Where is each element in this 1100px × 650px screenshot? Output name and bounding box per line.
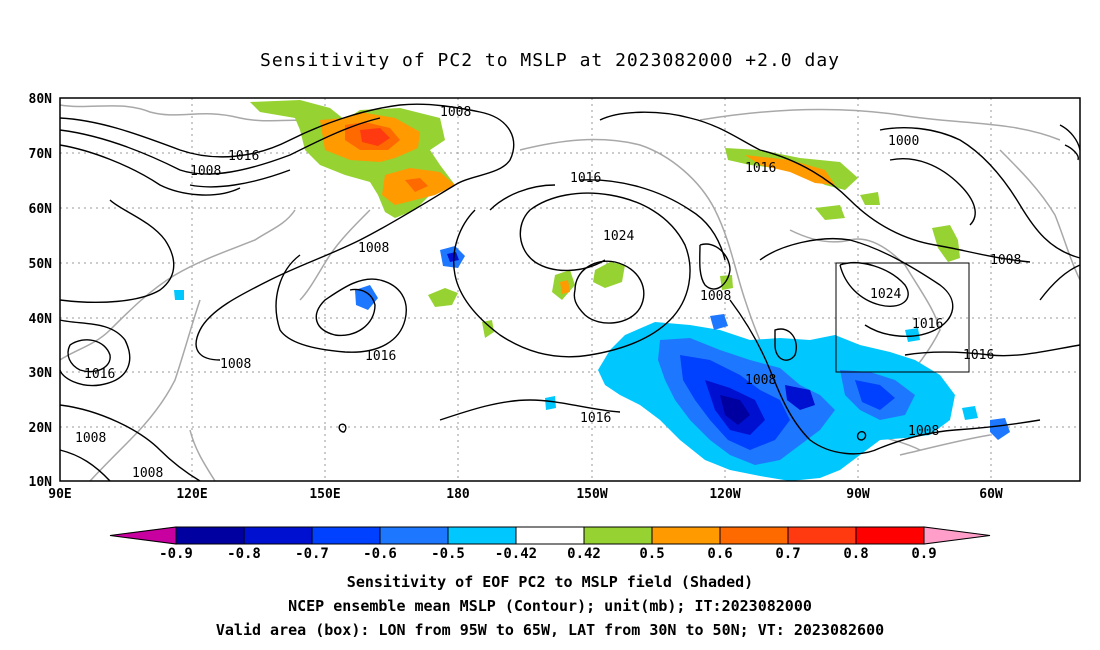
contour-label: 1024 [603, 229, 634, 244]
colorbar-under-triangle [109, 526, 177, 545]
map-title: Sensitivity of PC2 to MSLP at 2023082000… [259, 50, 840, 71]
caption-line-2: NCEP ensemble mean MSLP (Contour); unit(… [288, 597, 812, 615]
contour-label: 1008 [745, 373, 776, 388]
colorbar-swatch [583, 526, 653, 545]
colorbar-swatch [787, 526, 857, 545]
contour-label: 1008 [220, 357, 251, 372]
colorbar-swatch [515, 526, 585, 545]
colorbar-swatch [379, 526, 449, 545]
contour-label: 1008 [990, 253, 1021, 268]
lat-label: 80N [29, 92, 53, 107]
plot-frame [59, 97, 1081, 482]
negative-sensitivity [174, 246, 1010, 481]
colorbar-swatch [719, 526, 789, 545]
lon-label: 150E [309, 487, 340, 502]
coastlines [59, 104, 1081, 482]
colorbar-over-triangle [923, 526, 991, 545]
colorbar-tick-label: 0.6 [707, 546, 732, 562]
colorbar-swatch [447, 526, 517, 545]
colorbar-tick-label: -0.6 [363, 546, 397, 562]
contour-label: 1016 [963, 348, 994, 363]
colorbar-swatch [175, 526, 245, 545]
lat-axis: 80N 70N 60N 50N 40N 30N 20N 10N [29, 92, 53, 490]
caption-line-1: Sensitivity of EOF PC2 to MSLP field (Sh… [346, 573, 754, 591]
contour-label: 1008 [75, 431, 106, 446]
lon-axis: 90E 120E 150E 180 150W 120W 90W 60W [48, 487, 1003, 502]
caption-line-3: Valid area (box): LON from 95W to 65W, L… [215, 621, 885, 639]
contour-label: 1008 [190, 164, 221, 179]
colorbar-swatch [855, 526, 925, 545]
colorbar-tick-label: -0.8 [227, 546, 261, 562]
colorbar-tick-label: -0.42 [495, 546, 537, 562]
colorbar-tick-label: 0.5 [639, 546, 664, 562]
lat-label: 30N [29, 366, 53, 381]
lat-label: 20N [29, 421, 53, 436]
lon-label: 90W [846, 487, 870, 502]
contour-label: 1024 [870, 287, 901, 302]
contour-label: 1000 [888, 134, 919, 149]
colorbar-tick-label: 0.8 [843, 546, 868, 562]
lon-label: 60W [979, 487, 1003, 502]
lat-label: 40N [29, 312, 53, 327]
colorbar-tick-label: 0.9 [911, 546, 936, 562]
mslp-contours [59, 103, 1081, 482]
colorbar-swatch [651, 526, 721, 545]
contour-label: 1008 [908, 424, 939, 439]
contour-label: 1008 [700, 289, 731, 304]
contour-label: 1016 [580, 411, 611, 426]
colorbar-tick-label: 0.42 [567, 546, 601, 562]
contour-label: 1016 [745, 161, 776, 176]
contour-labels: 1008 1016 1008 1000 1016 1016 1008 1024 … [75, 105, 1021, 481]
lat-label: 70N [29, 147, 53, 162]
lon-label: 150W [576, 487, 607, 502]
lon-label: 180 [446, 487, 470, 502]
colorbar-tick-label: 0.7 [775, 546, 800, 562]
colorbar-tick-label: -0.7 [295, 546, 329, 562]
lat-label: 10N [29, 475, 53, 490]
contour-label: 1016 [570, 171, 601, 186]
contour-label: 1016 [84, 367, 115, 382]
positive-sensitivity [250, 100, 960, 338]
colorbar-swatch [243, 526, 313, 545]
colorbar-tick-label: -0.9 [159, 546, 193, 562]
contour-label: 1008 [358, 241, 389, 256]
colorbar-tick-label: -0.5 [431, 546, 465, 562]
contour-label: 1016 [365, 349, 396, 364]
colorbar-swatch [311, 526, 381, 545]
contour-label: 1016 [228, 149, 259, 164]
lat-label: 50N [29, 257, 53, 272]
contour-label: 1008 [132, 466, 163, 481]
contour-label: 1016 [912, 317, 943, 332]
lon-label: 120E [176, 487, 207, 502]
lat-label: 60N [29, 202, 53, 217]
valid-area-box [835, 262, 970, 373]
lon-label: 90E [48, 487, 71, 502]
lon-label: 120W [709, 487, 740, 502]
contour-label: 1008 [440, 105, 471, 120]
colorbar: -0.9 -0.8 -0.7 -0.6 -0.5 -0.42 0.42 0.5 0.6 0.7 0.… [109, 526, 991, 562]
